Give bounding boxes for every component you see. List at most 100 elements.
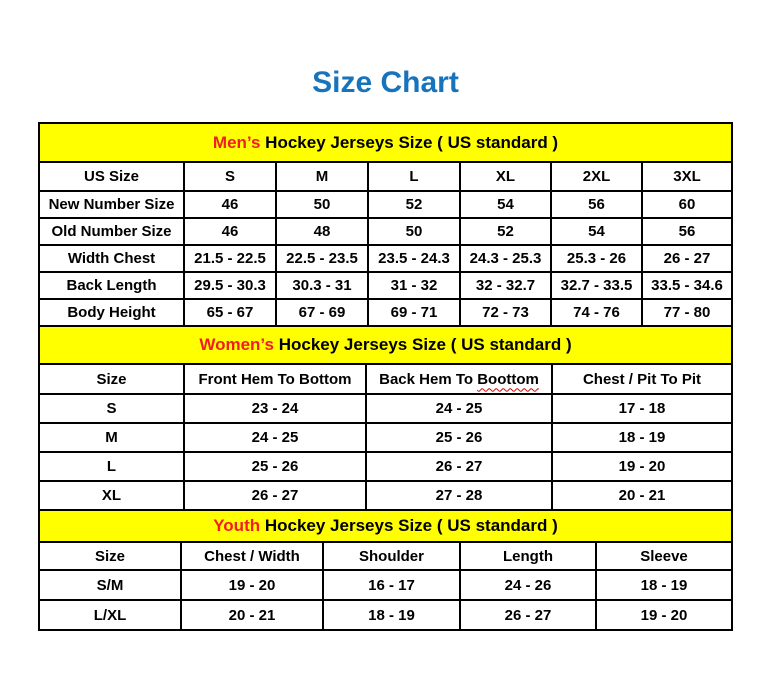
youth-band-highlight: Youth — [213, 516, 261, 535]
size-chart: Men’s Hockey Jerseys Size ( US standard … — [38, 122, 733, 631]
row-label-cell: S/M — [38, 569, 182, 601]
womens-section-band: Women’s Hockey Jerseys Size ( US standar… — [38, 325, 733, 365]
value-cell: 30.3 - 31 — [275, 271, 369, 300]
table-row: Back Length 29.5 - 30.3 30.3 - 31 31 - 3… — [38, 271, 733, 300]
womens-size-table: Women’s Hockey Jerseys Size ( US standar… — [38, 325, 733, 511]
table-row: M 24 - 25 25 - 26 18 - 19 — [38, 422, 733, 453]
column-header-cell: L — [367, 161, 461, 192]
value-cell: 25.3 - 26 — [550, 244, 643, 273]
value-cell: 31 - 32 — [367, 271, 461, 300]
column-header-cell: 3XL — [641, 161, 733, 192]
mens-band-highlight: Men’s — [212, 132, 261, 152]
column-header-cell: Back Hem To Boottom — [365, 363, 553, 395]
youth-header-row: Size Chest / Width Shoulder Length Sleev… — [38, 541, 733, 571]
value-cell: 24 - 25 — [365, 393, 553, 424]
value-cell: 23.5 - 24.3 — [367, 244, 461, 273]
table-row: Body Height 65 - 67 67 - 69 69 - 71 72 -… — [38, 298, 733, 327]
mens-size-table: Men’s Hockey Jerseys Size ( US standard … — [38, 122, 733, 327]
youth-band-cell: Youth Hockey Jerseys Size ( US standard … — [38, 509, 733, 543]
value-cell: 54 — [459, 190, 552, 219]
column-header-cell: Chest / Pit To Pit — [551, 363, 733, 395]
value-cell: 26 - 27 — [183, 480, 367, 511]
value-cell: 72 - 73 — [459, 298, 552, 327]
value-cell: 46 — [183, 190, 277, 219]
value-cell: 52 — [367, 190, 461, 219]
value-cell: 32 - 32.7 — [459, 271, 552, 300]
value-cell: 23 - 24 — [183, 393, 367, 424]
column-header-cell: 2XL — [550, 161, 643, 192]
table-row: S 23 - 24 24 - 25 17 - 18 — [38, 393, 733, 424]
value-cell: 46 — [183, 217, 277, 246]
youth-section-band: Youth Hockey Jerseys Size ( US standard … — [38, 509, 733, 543]
column-header-cell: XL — [459, 161, 552, 192]
row-label-cell: Old Number Size — [38, 217, 185, 246]
row-label-cell: L/XL — [38, 599, 182, 631]
misspelled-word: Boottom — [477, 370, 539, 388]
column-header-cell: Size — [38, 363, 185, 395]
value-cell: 20 - 21 — [551, 480, 733, 511]
value-cell: 19 - 20 — [551, 451, 733, 482]
value-cell: 50 — [367, 217, 461, 246]
value-cell: 52 — [459, 217, 552, 246]
page-title: Size Chart — [312, 66, 459, 99]
value-cell: 18 - 19 — [551, 422, 733, 453]
mens-band-cell: Men’s Hockey Jerseys Size ( US standard … — [38, 122, 733, 163]
womens-band-cell: Women’s Hockey Jerseys Size ( US standar… — [38, 325, 733, 365]
value-cell: 74 - 76 — [550, 298, 643, 327]
value-cell: 20 - 21 — [180, 599, 324, 631]
value-cell: 16 - 17 — [322, 569, 461, 601]
mens-header-row: US Size S M L XL 2XL 3XL — [38, 161, 733, 192]
womens-band-text: Hockey Jerseys Size ( US standard ) — [273, 335, 572, 354]
row-label-cell: XL — [38, 480, 185, 511]
value-cell: 54 — [550, 217, 643, 246]
table-row: L 25 - 26 26 - 27 19 - 20 — [38, 451, 733, 482]
row-label-cell: New Number Size — [38, 190, 185, 219]
youth-size-table: Youth Hockey Jerseys Size ( US standard … — [38, 509, 733, 631]
value-cell: 18 - 19 — [322, 599, 461, 631]
value-cell: 65 - 67 — [183, 298, 277, 327]
value-cell: 27 - 28 — [365, 480, 553, 511]
value-cell: 26 - 27 — [459, 599, 597, 631]
table-row: L/XL 20 - 21 18 - 19 26 - 27 19 - 20 — [38, 599, 733, 631]
value-cell: 50 — [275, 190, 369, 219]
value-cell: 29.5 - 30.3 — [183, 271, 277, 300]
value-cell: 26 - 27 — [641, 244, 733, 273]
table-row: S/M 19 - 20 16 - 17 24 - 26 18 - 19 — [38, 569, 733, 601]
value-cell: 18 - 19 — [595, 569, 733, 601]
value-cell: 67 - 69 — [275, 298, 369, 327]
column-header-cell: Shoulder — [322, 541, 461, 571]
value-cell: 25 - 26 — [365, 422, 553, 453]
table-row: Old Number Size 46 48 50 52 54 56 — [38, 217, 733, 246]
value-cell: 56 — [550, 190, 643, 219]
value-cell: 25 - 26 — [183, 451, 367, 482]
mens-section-band: Men’s Hockey Jerseys Size ( US standard … — [38, 122, 733, 163]
table-row: XL 26 - 27 27 - 28 20 - 21 — [38, 480, 733, 511]
value-cell: 24.3 - 25.3 — [459, 244, 552, 273]
value-cell: 22.5 - 23.5 — [275, 244, 369, 273]
column-header-cell: Front Hem To Bottom — [183, 363, 367, 395]
table-row: New Number Size 46 50 52 54 56 60 — [38, 190, 733, 219]
value-cell: 19 - 20 — [595, 599, 733, 631]
row-label-cell: Back Length — [38, 271, 185, 300]
value-cell: 48 — [275, 217, 369, 246]
row-label-cell: Body Height — [38, 298, 185, 327]
youth-band-text: Hockey Jerseys Size ( US standard ) — [260, 516, 558, 535]
value-cell: 21.5 - 22.5 — [183, 244, 277, 273]
column-header-cell: Length — [459, 541, 597, 571]
column-header-cell: S — [183, 161, 277, 192]
column-header-cell: Size — [38, 541, 182, 571]
value-cell: 24 - 26 — [459, 569, 597, 601]
mens-band-text: Hockey Jerseys Size ( US standard ) — [260, 132, 559, 152]
womens-band-highlight: Women’s — [199, 335, 274, 354]
value-cell: 69 - 71 — [367, 298, 461, 327]
value-cell: 19 - 20 — [180, 569, 324, 601]
column-header-cell: Sleeve — [595, 541, 733, 571]
column-header-cell: Chest / Width — [180, 541, 324, 571]
row-label-cell: L — [38, 451, 185, 482]
value-cell: 26 - 27 — [365, 451, 553, 482]
value-cell: 77 - 80 — [641, 298, 733, 327]
value-cell: 17 - 18 — [551, 393, 733, 424]
table-row: Width Chest 21.5 - 22.5 22.5 - 23.5 23.5… — [38, 244, 733, 273]
value-cell: 60 — [641, 190, 733, 219]
row-label-cell: Width Chest — [38, 244, 185, 273]
